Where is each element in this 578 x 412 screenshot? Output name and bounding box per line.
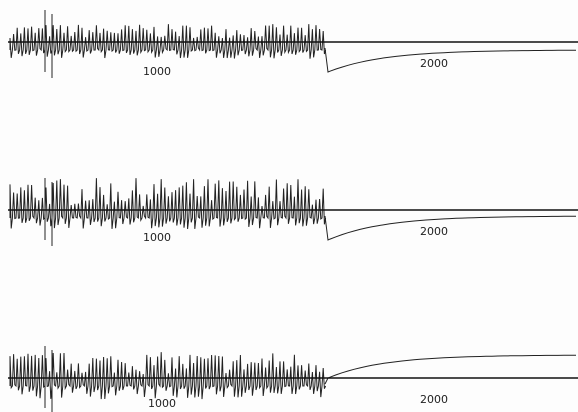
marker-label: 2000 xyxy=(420,57,448,70)
spike-train xyxy=(9,178,327,230)
trace: 1000 2000 xyxy=(8,178,578,246)
marker-label: 1000 xyxy=(143,231,171,244)
decay-curve xyxy=(324,354,576,385)
decay-curve xyxy=(324,47,577,73)
trace: 1000 2000 xyxy=(8,10,578,78)
marker-label: 1000 xyxy=(148,397,176,410)
marker-label: 2000 xyxy=(420,393,448,406)
trace: 1000 2000 xyxy=(8,346,578,412)
marker-label: 1000 xyxy=(143,65,171,78)
spike-train xyxy=(9,352,327,400)
marker-label: 2000 xyxy=(420,225,448,238)
decay-curve xyxy=(324,215,576,241)
spike-train xyxy=(9,24,327,59)
